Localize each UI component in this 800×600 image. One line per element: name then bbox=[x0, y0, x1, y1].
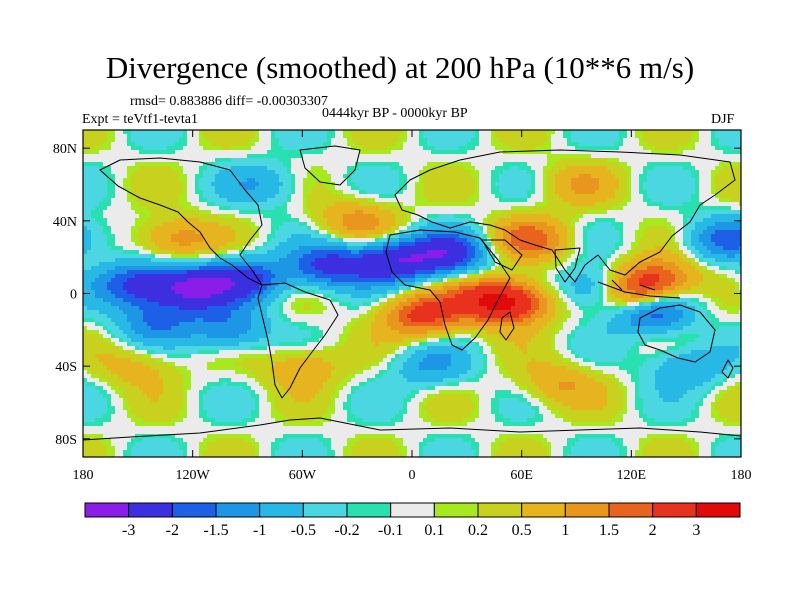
coastline-south-america bbox=[257, 282, 339, 399]
x-tick-label: 60E bbox=[510, 468, 533, 483]
experiment-label: Expt = teVtf1-tevta1 bbox=[82, 112, 198, 127]
colorbar-label: 2 bbox=[649, 522, 657, 539]
period-label: 0444kyr BP - 0000kyr BP bbox=[322, 106, 468, 121]
colorbar-label: -2 bbox=[166, 522, 179, 539]
divergence-field bbox=[83, 130, 741, 457]
colorbar-swatch bbox=[215, 502, 261, 518]
coastline-arabia bbox=[481, 239, 523, 271]
colorbar-label: -1 bbox=[253, 522, 266, 539]
colorbar-label: 0.2 bbox=[468, 522, 488, 539]
colorbar-swatch bbox=[695, 502, 741, 518]
coastline-africa bbox=[385, 229, 511, 351]
colorbar-swatch bbox=[128, 502, 173, 518]
colorbar-label: -1.5 bbox=[203, 522, 228, 539]
x-tick-label: 180 bbox=[73, 468, 94, 483]
colorbar-swatch bbox=[302, 502, 348, 518]
colorbar-swatch bbox=[84, 502, 130, 518]
colorbar-swatch bbox=[564, 502, 610, 518]
colorbar-swatch bbox=[433, 502, 479, 518]
x-tick-label: 120W bbox=[176, 468, 211, 483]
x-tick-label: 120E bbox=[617, 468, 647, 483]
y-tick-label: 80S bbox=[55, 433, 77, 448]
colorbar-label: 3 bbox=[692, 522, 700, 539]
page-title: Divergence (smoothed) at 200 hPa (10**6 … bbox=[105, 50, 695, 85]
colorbar-label: -0.5 bbox=[291, 522, 316, 539]
colorbar-label: 1 bbox=[561, 522, 569, 539]
stats-label: rmsd= 0.883886 diff= -0.00303307 bbox=[130, 94, 328, 109]
colorbar-swatch bbox=[477, 502, 523, 518]
coastline-indonesia bbox=[597, 279, 681, 299]
colorbar-swatch bbox=[390, 502, 435, 518]
season-label: DJF bbox=[711, 112, 735, 127]
colorbar-label: -0.2 bbox=[334, 522, 359, 539]
colorbar-swatch bbox=[346, 502, 392, 518]
colorbar-label: -0.1 bbox=[378, 522, 403, 539]
colorbar-swatch bbox=[259, 502, 304, 518]
coastline-greenland bbox=[299, 145, 361, 186]
colorbar-label: 1.5 bbox=[599, 522, 619, 539]
y-tick-label: 40S bbox=[55, 360, 77, 375]
coastlines bbox=[83, 145, 741, 441]
colorbar-swatch bbox=[171, 502, 217, 518]
coastline-eurasia bbox=[394, 149, 736, 283]
y-tick-label: 40N bbox=[53, 215, 77, 230]
coastline-antarctica bbox=[83, 417, 741, 441]
coastline-madagascar bbox=[499, 311, 515, 341]
x-tick-label: 0 bbox=[409, 468, 416, 483]
colorbar-label: 0.1 bbox=[424, 522, 444, 539]
colorbar-swatch bbox=[652, 502, 697, 518]
colorbar-swatch bbox=[608, 502, 654, 518]
colorbar-label: -3 bbox=[122, 522, 135, 539]
x-tick-label: 60W bbox=[289, 468, 317, 483]
y-tick-label: 0 bbox=[70, 288, 77, 303]
map-axes: 180 120W 60W 0 60E 120E 180 80N 40N 0 40S 80S bbox=[53, 130, 752, 483]
y-tick-label: 80N bbox=[53, 142, 77, 157]
colorbar-label: 0.5 bbox=[512, 522, 532, 539]
coastline-new-zealand bbox=[721, 359, 734, 379]
colorbar: -3 -2 -1.5 -1 -0.5 -0.2 -0.1 0.1 0.2 0.5 1 1.5 2 3 bbox=[84, 502, 741, 539]
coastline-india bbox=[554, 247, 581, 283]
colorbar-swatch bbox=[521, 502, 566, 518]
x-tick-label: 180 bbox=[731, 468, 752, 483]
coastline-australia bbox=[637, 304, 716, 363]
